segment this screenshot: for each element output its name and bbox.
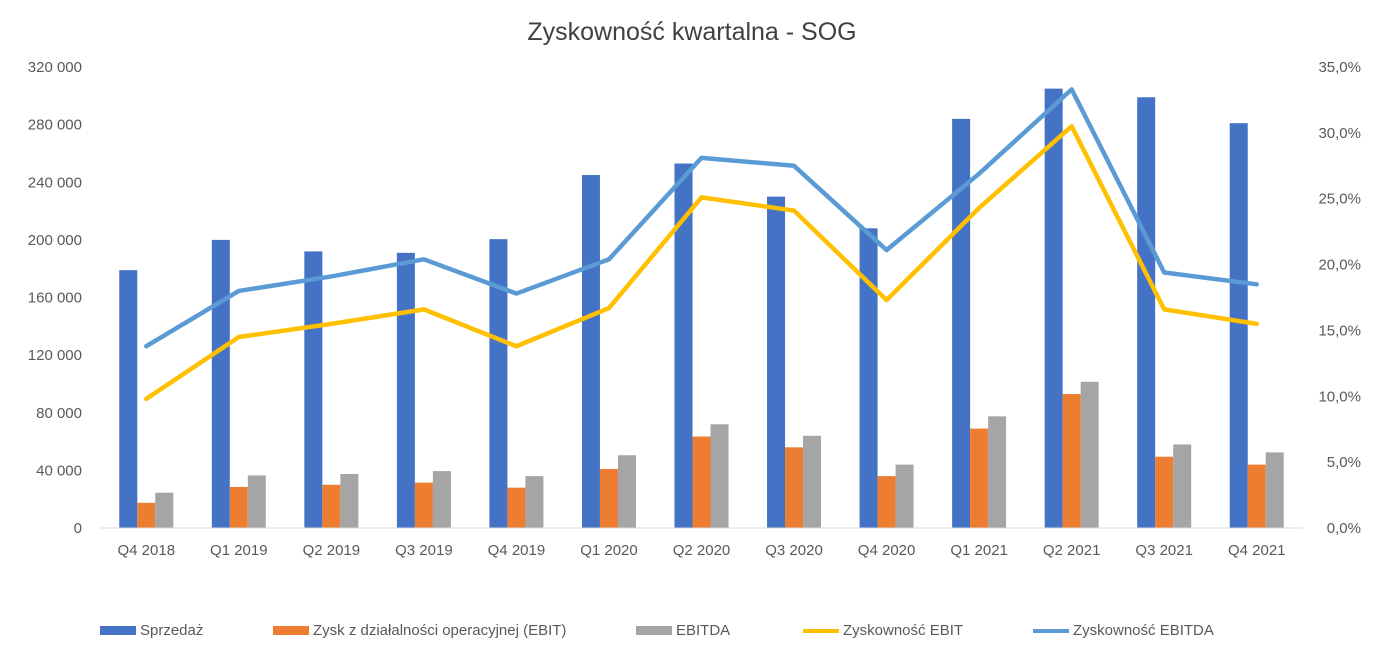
y-right-tick-label-6: 30,0%: [1318, 125, 1361, 142]
legend-label-ebit: Zysk z działalności operacyjnej (EBIT): [313, 622, 567, 639]
legend-item-ebitda[interactable]: EBITDA: [636, 622, 730, 639]
y-left-tick-label-6: 240 000: [28, 174, 82, 191]
bar-ebitda-10: [1080, 381, 1099, 528]
bar-ebitda-4: [525, 476, 544, 528]
y-left-tick-label-8: 320 000: [28, 59, 82, 76]
chart-title: Zyskowność kwartalna - SOG: [527, 18, 857, 46]
x-tick-label-10: Q2 2021: [1043, 542, 1101, 559]
chart-canvas: Q4 2018 Q1 2019 Q2 2019 Q3 2019 Q4 2019 Q1 20…: [28, 59, 1361, 559]
y-right-tick-label-2: 10,0%: [1318, 388, 1361, 405]
y-left-tick-label-2: 80 000: [36, 405, 82, 422]
lines-layer: [144, 87, 1259, 402]
x-tick-label-1: Q1 2019: [210, 542, 268, 559]
legend-swatch-zyskownosc-ebitda: [1033, 628, 1069, 633]
bar-ebit-3: [414, 482, 433, 528]
bar-ebit-6: [692, 436, 711, 528]
legend-item-zyskownosc-ebitda[interactable]: Zyskowność EBITDA: [1033, 622, 1214, 639]
legend-label-sprzedaz: Sprzedaż: [140, 622, 204, 639]
bar-sprzedaz-7: [767, 196, 786, 528]
x-tick-label-7: Q3 2020: [765, 542, 823, 559]
bar-ebit-0: [137, 502, 156, 528]
bar-sprzedaz-6: [674, 163, 693, 528]
legend-label-ebitda: EBITDA: [676, 622, 731, 639]
legend-swatch-ebitda: [636, 626, 672, 635]
bar-sprzedaz-10: [1044, 88, 1063, 528]
bar-ebitda-8: [895, 464, 914, 528]
bar-ebitda-7: [803, 435, 822, 528]
y-left-tick-label-3: 120 000: [28, 347, 82, 364]
bar-ebitda-12: [1265, 452, 1284, 528]
x-tick-label-8: Q4 2020: [858, 542, 916, 559]
bar-ebit-12: [1247, 464, 1266, 528]
bar-ebitda-11: [1173, 444, 1192, 528]
y-left-tick-label-5: 200 000: [28, 232, 82, 249]
bar-sprzedaz-12: [1229, 123, 1248, 528]
bar-ebitda-3: [432, 471, 451, 528]
bar-ebit-10: [1062, 394, 1081, 528]
bar-ebit-4: [507, 487, 526, 528]
bar-sprzedaz-4: [489, 239, 508, 528]
y-right-tick-label-4: 20,0%: [1318, 257, 1361, 274]
bar-ebit-7: [785, 447, 804, 528]
legend-swatch-zyskownosc-ebit: [803, 628, 839, 633]
legend-swatch-sprzedaz: [100, 626, 136, 635]
bar-ebitda-1: [247, 475, 266, 528]
legend: Sprzedaż Zysk z działalności operacyjnej…: [0, 622, 1384, 646]
bar-ebitda-5: [617, 455, 636, 528]
y-right-tick-label-7: 35,0%: [1318, 59, 1361, 76]
y-left-tick-label-0: 0: [74, 520, 82, 537]
bar-sprzedaz-0: [119, 270, 138, 528]
x-tick-label-4: Q4 2019: [488, 542, 546, 559]
bar-ebit-5: [599, 468, 618, 528]
bar-ebitda-2: [340, 473, 359, 528]
legend-label-zyskownosc-ebit: Zyskowność EBIT: [843, 622, 964, 639]
bar-ebitda-0: [155, 492, 174, 528]
bars-layer: [119, 88, 1284, 529]
x-tick-label-2: Q2 2019: [303, 542, 361, 559]
bar-ebitda-9: [988, 416, 1007, 528]
x-tick-label-5: Q1 2020: [580, 542, 638, 559]
x-tick-label-3: Q3 2019: [395, 542, 453, 559]
bar-sprzedaz-9: [952, 118, 971, 529]
bar-sprzedaz-3: [396, 252, 415, 528]
legend-item-ebit[interactable]: Zysk z działalności operacyjnej (EBIT): [273, 622, 566, 639]
y-left-tick-label-1: 40 000: [36, 462, 82, 479]
x-tick-label-6: Q2 2020: [673, 542, 731, 559]
bar-sprzedaz-2: [304, 251, 323, 528]
y-right-tick-label-3: 15,0%: [1318, 322, 1361, 339]
x-tick-label-0: Q4 2018: [117, 542, 175, 559]
x-tick-label-9: Q1 2021: [950, 542, 1008, 559]
legend-item-zyskownosc-ebit[interactable]: Zyskowność EBIT: [803, 622, 963, 639]
x-tick-label-12: Q4 2021: [1228, 542, 1286, 559]
bar-sprzedaz-1: [211, 239, 230, 528]
legend-item-sprzedaz[interactable]: Sprzedaż: [100, 622, 203, 639]
bar-sprzedaz-11: [1137, 97, 1156, 529]
y-right-tick-label-5: 25,0%: [1318, 191, 1361, 208]
legend-label-zyskownosc-ebitda: Zyskowność EBITDA: [1073, 622, 1214, 639]
y-right-tick-label-1: 5,0%: [1327, 454, 1361, 471]
axes-layer: Q4 2018 Q1 2019 Q2 2019 Q3 2019 Q4 2019 Q1 20…: [28, 59, 1361, 559]
bar-ebitda-6: [710, 424, 729, 528]
bar-sprzedaz-8: [859, 228, 878, 528]
bar-ebit-11: [1155, 456, 1174, 528]
bar-ebit-9: [970, 428, 989, 528]
y-left-tick-label-4: 160 000: [28, 290, 82, 307]
bar-sprzedaz-5: [581, 175, 600, 528]
bar-ebit-2: [322, 484, 341, 528]
bar-ebit-1: [229, 486, 248, 528]
legend-swatch-ebit: [273, 626, 309, 635]
y-left-tick-label-7: 280 000: [28, 117, 82, 134]
x-tick-label-11: Q3 2021: [1135, 542, 1193, 559]
y-right-tick-label-0: 0,0%: [1327, 520, 1361, 537]
bar-ebit-8: [877, 476, 896, 528]
